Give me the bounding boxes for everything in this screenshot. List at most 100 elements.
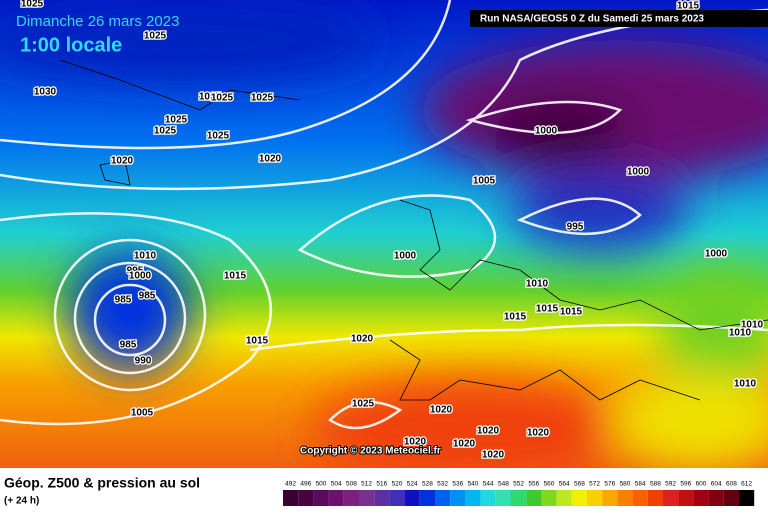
- colorbar-swatch: [404, 490, 420, 506]
- map: [0, 0, 768, 468]
- colorbar-swatch: [298, 490, 314, 506]
- isobar-label: 985: [120, 340, 137, 351]
- isobar-label: 1020: [527, 428, 550, 439]
- colorbar-swatch: [374, 490, 390, 506]
- colorbar-swatch: [480, 490, 496, 506]
- isobar-label: 1020: [430, 405, 453, 416]
- colorbar-swatch: [450, 490, 466, 506]
- run-info: Run NASA/GEOS5 0 Z du Samedi 25 mars 202…: [480, 14, 704, 25]
- isobar-label: 1025: [251, 93, 274, 104]
- colorbar-swatch: [435, 490, 451, 506]
- isobar-label: 1015: [224, 271, 247, 282]
- isobar-label: 1020: [111, 156, 134, 167]
- colorbar-swatch: [511, 490, 527, 506]
- colorbar-swatch: [389, 490, 405, 506]
- colorbar-tick-label: 576: [604, 481, 615, 488]
- colorbar-tick-label: 588: [650, 481, 661, 488]
- colorbar-tick-label: 560: [544, 481, 555, 488]
- colorbar-tick-label: 504: [331, 481, 342, 488]
- colorbar-swatch: [465, 490, 481, 506]
- colorbar-tick-label: 572: [589, 481, 600, 488]
- colorbar-swatch: [693, 490, 709, 506]
- colorbar-tick-label: 544: [483, 481, 494, 488]
- isobar-label: 1020: [404, 437, 427, 448]
- colorbar-swatch: [587, 490, 603, 506]
- isobar-label: 1025: [199, 92, 222, 103]
- colorbar-tick-label: 528: [422, 481, 433, 488]
- isobar-label: 1010: [134, 251, 157, 262]
- colorbar: 492 496 500 504 508 512 516 520 524 528 532 536 540 5…: [283, 481, 755, 506]
- isobar-label: 1020: [351, 334, 374, 345]
- isobar-label: 1025: [21, 0, 44, 10]
- colorbar-swatch: [359, 490, 375, 506]
- colorbar-tick-label: 604: [711, 481, 722, 488]
- isobar-label: 1025: [165, 115, 188, 126]
- isobar-label: 1010: [526, 279, 549, 290]
- isobar-label: 1020: [482, 450, 505, 461]
- isobar-label: 1025: [352, 399, 375, 410]
- colorbar-swatch: [678, 490, 694, 506]
- isobar-label: 1000: [535, 126, 558, 137]
- colorbar-tick-label: 536: [452, 481, 463, 488]
- isobar-label: 1025: [144, 31, 167, 42]
- colorbar-swatch: [328, 490, 344, 506]
- colorbar-swatch: [602, 490, 618, 506]
- local-time: 1:00 locale: [20, 34, 122, 56]
- colorbar-swatch: [723, 490, 739, 506]
- isobar-label: 1000: [394, 251, 417, 262]
- copyright: Copyright © 2023 Meteociel.fr: [300, 446, 441, 457]
- isobar-label: 985: [115, 295, 132, 306]
- colorbar-tick-label: 564: [559, 481, 570, 488]
- colorbar-tick-label: 512: [361, 481, 372, 488]
- colorbar-tick-label: 524: [407, 481, 418, 488]
- isobar-label: 1010: [734, 379, 757, 390]
- isobar-label: 1010: [741, 320, 764, 331]
- colorbar-swatch: [708, 490, 724, 506]
- colorbar-tick-label: 596: [680, 481, 691, 488]
- colorbar-swatch: [419, 490, 435, 506]
- colorbar-swatch: [556, 490, 572, 506]
- isobar-label: 1010: [729, 328, 752, 339]
- isobar-label: 1005: [473, 176, 496, 187]
- colorbar-tick-label: 540: [468, 481, 479, 488]
- colorbar-tick-label: 556: [528, 481, 539, 488]
- date: Dimanche 26 mars 2023: [16, 13, 179, 30]
- isobar-label: 1020: [477, 426, 500, 437]
- colorbar-tick-label: 532: [437, 481, 448, 488]
- isobar-label: 990: [135, 356, 152, 367]
- colorbar-tick-label: 584: [635, 481, 646, 488]
- colorbar-swatch: [647, 490, 663, 506]
- isobar-label: 1015: [677, 1, 700, 12]
- isobar-label: 1025: [154, 126, 177, 137]
- colorbar-tick-label: 548: [498, 481, 509, 488]
- colorbar-tick-label: 552: [513, 481, 524, 488]
- colorbar-swatch: [343, 490, 359, 506]
- colorbar-tick-label: 592: [665, 481, 676, 488]
- isobar-label: 1005: [131, 408, 154, 419]
- legend-title: Géop. Z500 & pression au sol: [4, 475, 200, 491]
- colorbar-tick-label: 600: [696, 481, 707, 488]
- isobar-label: 1015: [246, 336, 269, 347]
- colorbar-swatch: [283, 490, 299, 506]
- colorbar-swatch: [495, 490, 511, 506]
- run-box: [470, 10, 768, 27]
- colorbar-swatch: [571, 490, 587, 506]
- isobar-label: 1020: [259, 154, 282, 165]
- colorbar-tick-label: 508: [346, 481, 357, 488]
- isobar-label: 1015: [504, 312, 527, 323]
- colorbar-swatch: [541, 490, 557, 506]
- isobar-label: 995: [567, 222, 584, 233]
- isobar-label: 1015: [560, 307, 583, 318]
- isobar-label: 1025: [211, 93, 234, 104]
- isobar-label: 995: [127, 266, 144, 277]
- colorbar-swatch: [739, 490, 755, 506]
- colorbar-tick-label: 516: [376, 481, 387, 488]
- colorbar-tick-label: 520: [392, 481, 403, 488]
- colorbar-swatch: [313, 490, 329, 506]
- colorbar-swatch: [632, 490, 648, 506]
- colorbar-tick-label: 608: [726, 481, 737, 488]
- colorbar-tick-label: 612: [741, 481, 752, 488]
- isobar-label: 1000: [627, 167, 650, 178]
